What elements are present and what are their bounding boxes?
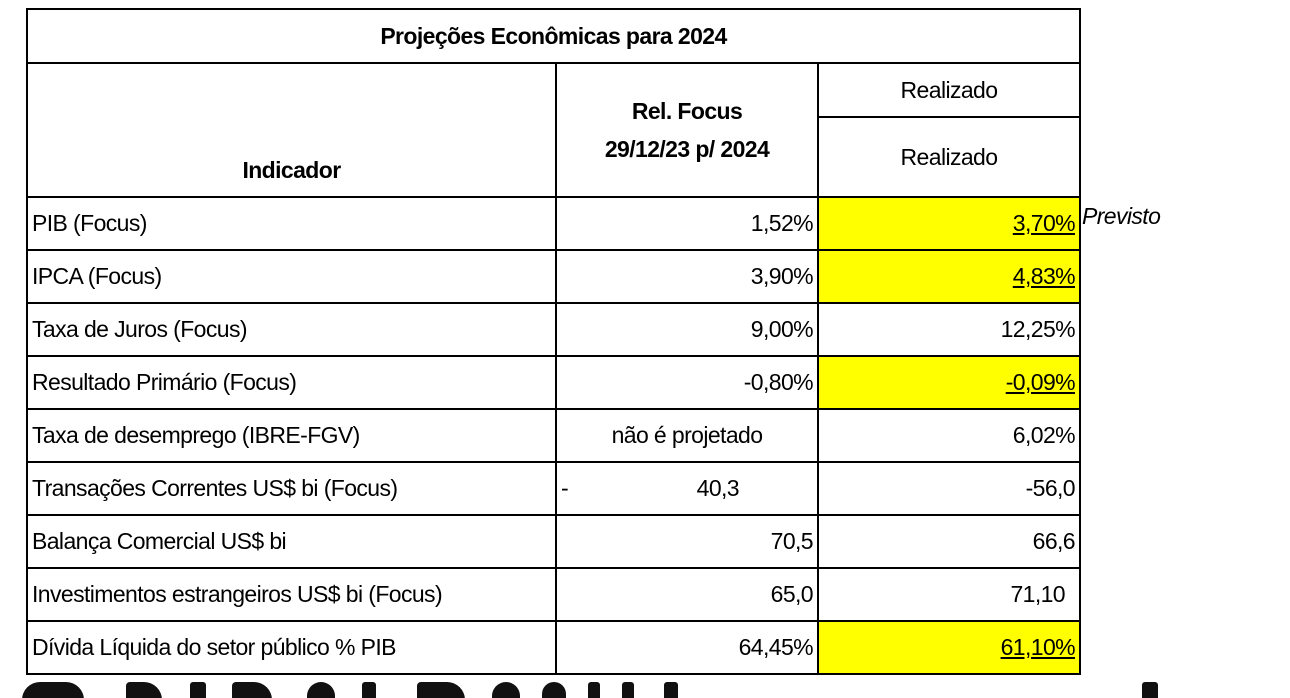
table-row: Dívida Líquida do setor público % PIB 64… bbox=[26, 620, 1081, 675]
previsto-note: Previsto bbox=[1082, 203, 1161, 229]
realized-cell[interactable]: 12,25% bbox=[817, 302, 1081, 357]
realized-cell[interactable]: 61,10% bbox=[817, 620, 1081, 675]
table-row: Balança Comercial US$ bi 70,5 66,6 bbox=[26, 514, 1081, 569]
table-row: Transações Correntes US$ bi (Focus) - 40… bbox=[26, 461, 1081, 516]
realized-value: 4,83% bbox=[1012, 263, 1076, 289]
cropped-glyph bbox=[588, 682, 600, 698]
focus-cell[interactable]: 64,45% bbox=[555, 620, 819, 675]
cropped-glyph bbox=[362, 682, 376, 698]
focus-header-line1: Rel. Focus bbox=[631, 98, 743, 124]
table-title[interactable]: Projeções Econômicas para 2024 bbox=[26, 8, 1081, 64]
cropped-glyph bbox=[232, 682, 272, 698]
realizado-header-top[interactable]: Realizado bbox=[817, 62, 1081, 118]
cropped-glyph bbox=[492, 682, 520, 698]
realized-cell[interactable]: 4,83% bbox=[817, 249, 1081, 304]
indicator-cell[interactable]: Resultado Primário (Focus) bbox=[26, 355, 557, 410]
focus-value: 40,3 bbox=[696, 475, 740, 501]
cropped-glyph bbox=[417, 682, 465, 698]
table-row: PIB (Focus) 1,52% 3,70% bbox=[26, 196, 1081, 251]
focus-cell[interactable]: 65,0 bbox=[555, 567, 819, 622]
cropped-glyph bbox=[664, 682, 678, 698]
header-row-top: Indicador Rel. Focus 29/12/23 p/ 2024 Re… bbox=[26, 62, 1081, 198]
realizado-header-bottom[interactable]: Realizado bbox=[817, 116, 1081, 198]
focus-split: - 40,3 bbox=[561, 475, 813, 502]
cropped-glyph bbox=[1142, 682, 1158, 698]
table-row: IPCA (Focus) 3,90% 4,83% bbox=[26, 249, 1081, 304]
realized-value: 61,10% bbox=[1000, 634, 1076, 660]
realized-cell[interactable]: -56,0 bbox=[817, 461, 1081, 516]
focus-sign: - bbox=[561, 475, 569, 501]
indicator-cell[interactable]: IPCA (Focus) bbox=[26, 249, 557, 304]
table-row: Taxa de Juros (Focus) 9,00% 12,25% bbox=[26, 302, 1081, 357]
realized-value: -0,09% bbox=[1005, 369, 1076, 395]
cropped-glyph bbox=[190, 682, 206, 698]
focus-header[interactable]: Rel. Focus 29/12/23 p/ 2024 bbox=[555, 62, 819, 198]
focus-cell[interactable]: 3,90% bbox=[555, 249, 819, 304]
focus-cell[interactable]: 9,00% bbox=[555, 302, 819, 357]
focus-cell[interactable]: - 40,3 bbox=[555, 461, 819, 516]
header-row-bottom: Realizado bbox=[27, 116, 1081, 198]
cropped-glyph bbox=[622, 682, 634, 698]
table-row: Investimentos estrangeiros US$ bi (Focus… bbox=[26, 567, 1081, 622]
indicator-header[interactable]: Indicador bbox=[26, 62, 557, 198]
focus-cell[interactable]: 1,52% bbox=[555, 196, 819, 251]
indicator-cell[interactable]: Taxa de Juros (Focus) bbox=[26, 302, 557, 357]
indicator-cell[interactable]: Taxa de desemprego (IBRE-FGV) bbox=[26, 408, 557, 463]
realized-value: 3,70% bbox=[1012, 210, 1076, 236]
cropped-glyph bbox=[307, 682, 335, 698]
title-row: Projeções Econômicas para 2024 bbox=[26, 8, 1081, 64]
realized-cell[interactable]: 6,02% bbox=[817, 408, 1081, 463]
realized-cell[interactable]: 3,70% bbox=[817, 196, 1081, 251]
focus-cell[interactable]: não é projetado bbox=[555, 408, 819, 463]
indicator-cell[interactable]: Investimentos estrangeiros US$ bi (Focus… bbox=[26, 567, 557, 622]
table-row: Taxa de desemprego (IBRE-FGV) não é proj… bbox=[26, 408, 1081, 463]
projections-table: Projeções Econômicas para 2024 Indicador… bbox=[26, 8, 1081, 675]
table-row: Resultado Primário (Focus) -0,80% -0,09% bbox=[26, 355, 1081, 410]
cropped-glyph bbox=[22, 682, 84, 698]
realized-cell[interactable]: 71,10 bbox=[817, 567, 1081, 622]
indicator-cell[interactable]: Dívida Líquida do setor público % PIB bbox=[26, 620, 557, 675]
indicator-cell[interactable]: Balança Comercial US$ bi bbox=[26, 514, 557, 569]
cropped-heading-remnant bbox=[22, 664, 1282, 698]
focus-cell[interactable]: 70,5 bbox=[555, 514, 819, 569]
cropped-glyph bbox=[126, 682, 162, 698]
realized-cell[interactable]: -0,09% bbox=[817, 355, 1081, 410]
realized-cell[interactable]: 66,6 bbox=[817, 514, 1081, 569]
indicator-cell[interactable]: Transações Correntes US$ bi (Focus) bbox=[26, 461, 557, 516]
focus-cell[interactable]: -0,80% bbox=[555, 355, 819, 410]
focus-header-line2: 29/12/23 p/ 2024 bbox=[604, 136, 770, 162]
cropped-glyph bbox=[542, 682, 566, 698]
indicator-cell[interactable]: PIB (Focus) bbox=[26, 196, 557, 251]
